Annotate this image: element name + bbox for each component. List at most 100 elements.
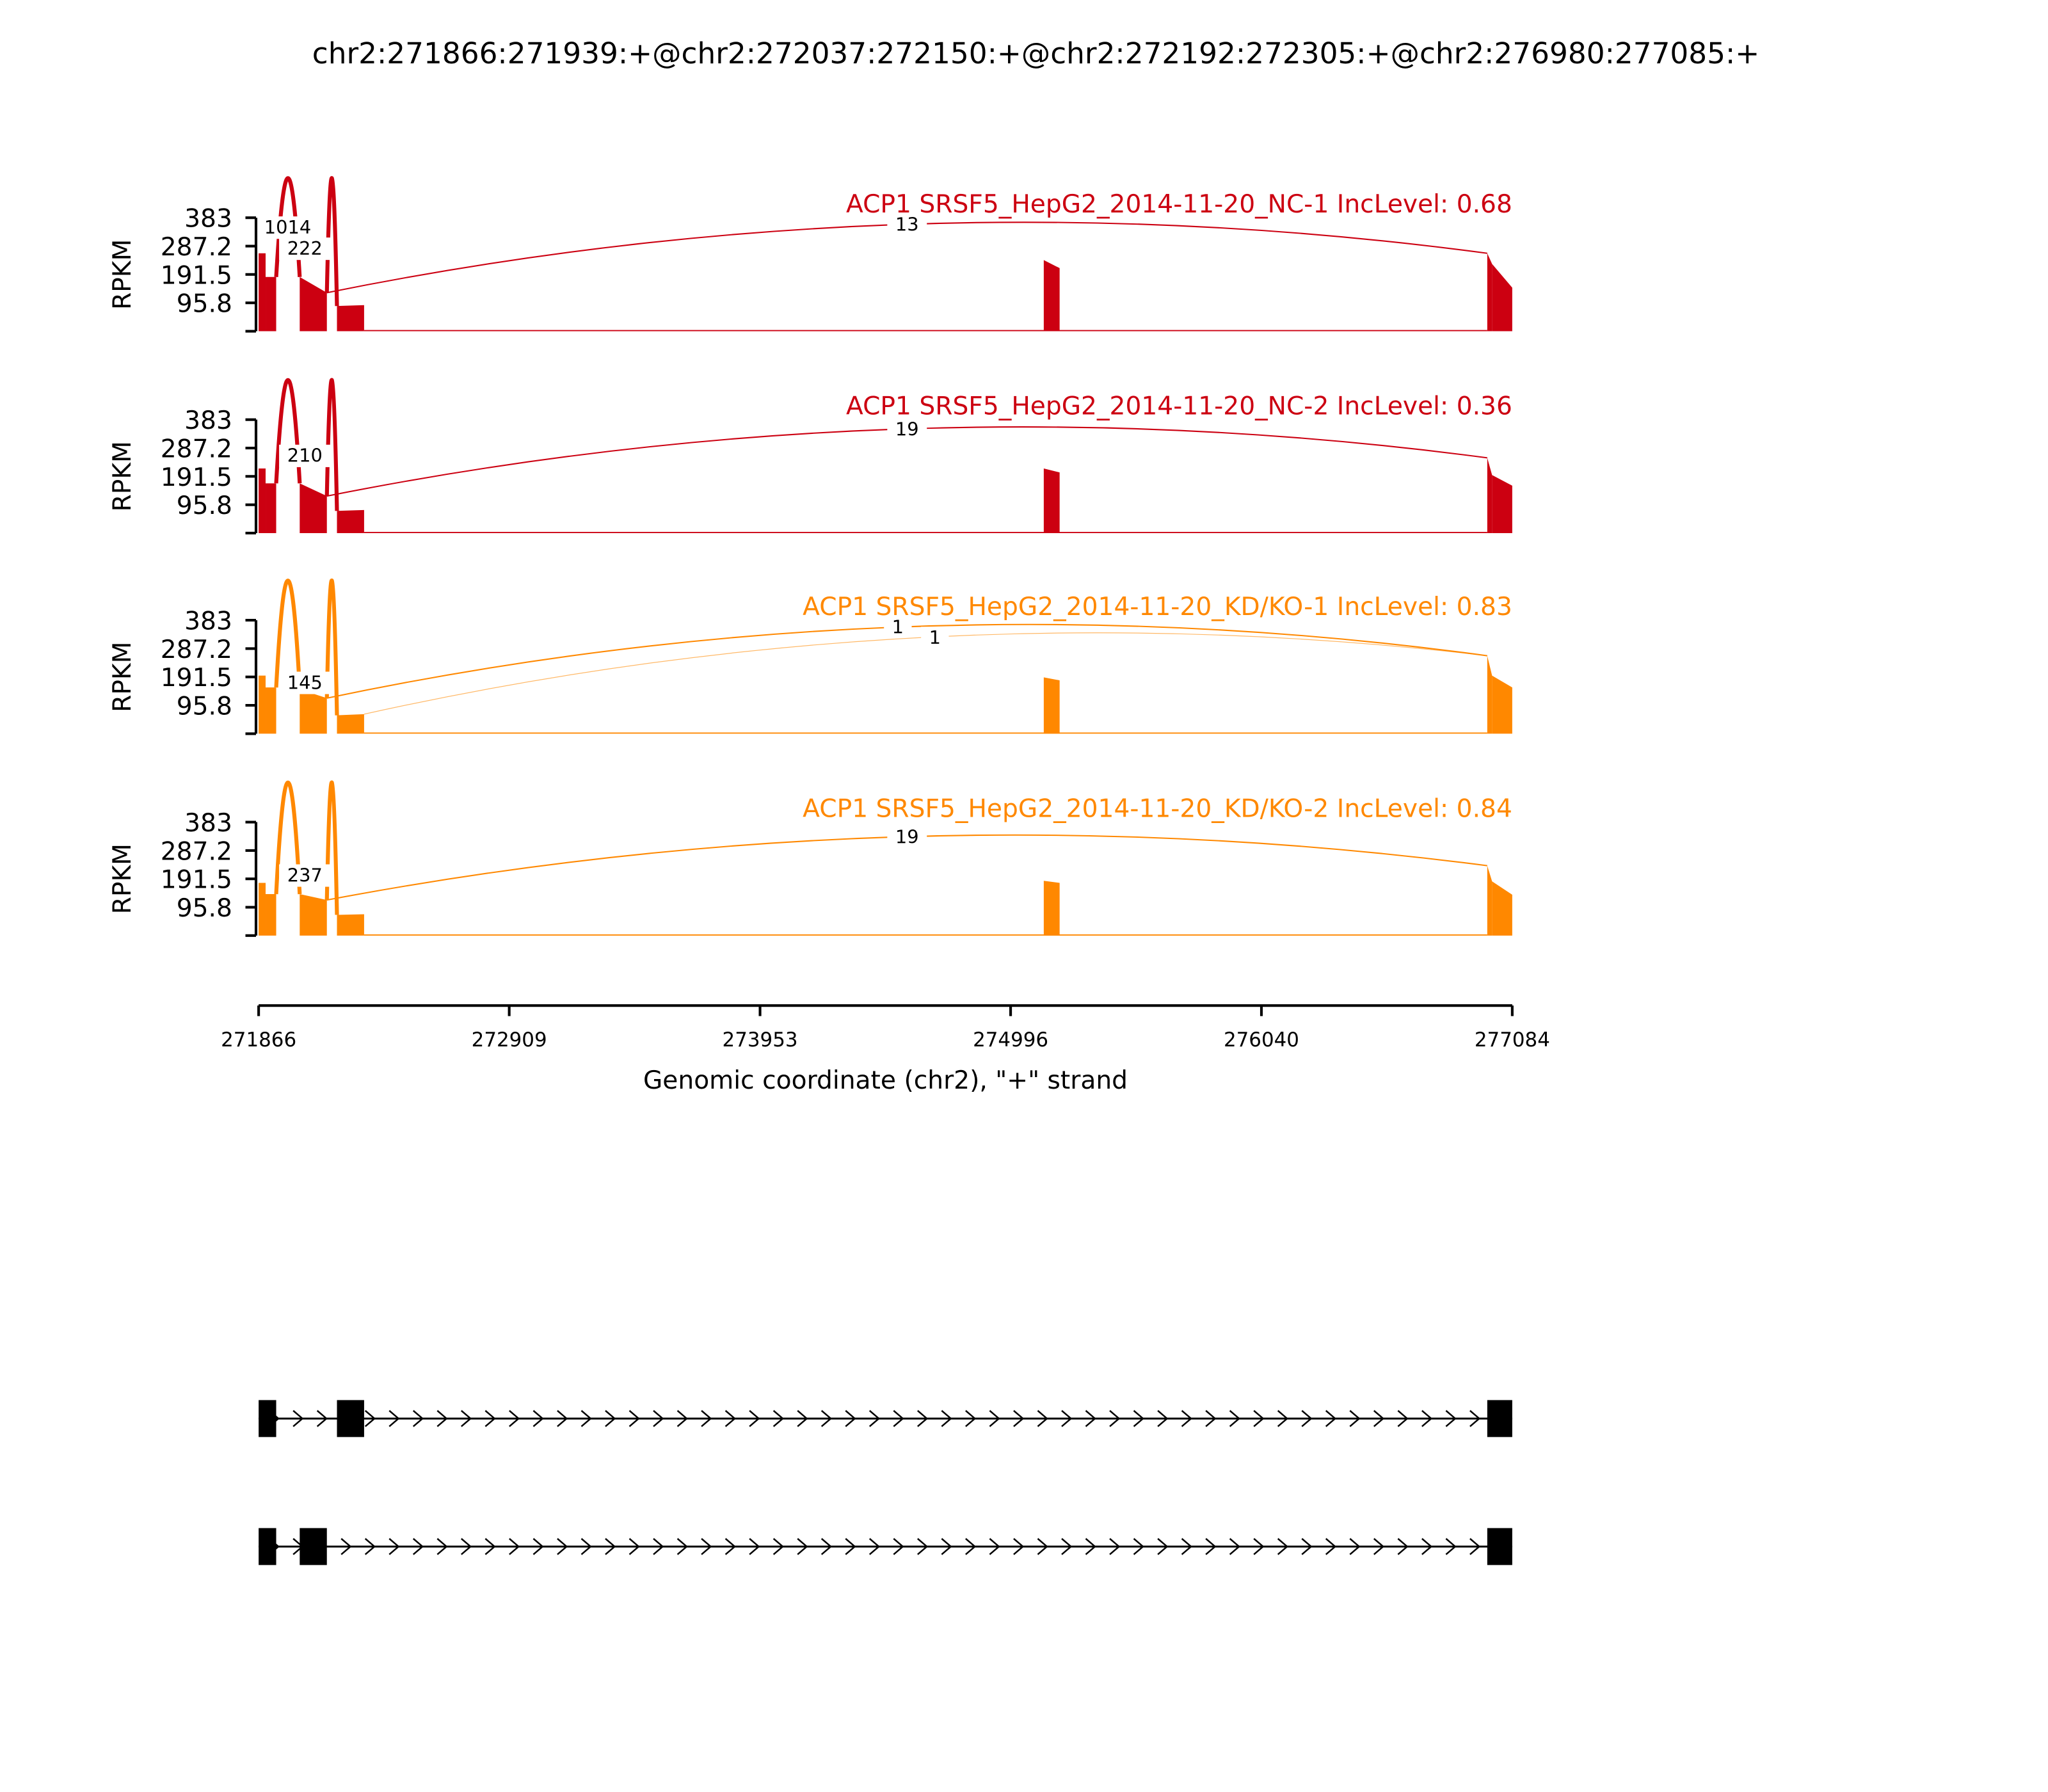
- coverage-bar: [337, 714, 364, 734]
- strand-chevron-icon: [1157, 1410, 1169, 1427]
- coverage-bar: [266, 894, 276, 936]
- strand-chevron-icon: [989, 1410, 1000, 1427]
- strand-chevron-icon: [1157, 1538, 1169, 1555]
- strand-chevron-icon: [653, 1410, 664, 1427]
- strand-chevron-icon: [820, 1410, 833, 1427]
- strand-chevron-icon: [1229, 1538, 1240, 1555]
- junction-arc: [324, 780, 339, 915]
- strand-chevron-icon: [316, 1410, 328, 1427]
- coverage-bar: [266, 687, 276, 734]
- strand-chevron-icon: [292, 1410, 304, 1427]
- junction-label-box: [256, 216, 319, 239]
- coverage-bar: [364, 330, 1487, 332]
- strand-chevron-icon: [509, 1410, 520, 1427]
- strand-chevron-icon: [701, 1538, 712, 1555]
- strand-chevron-icon: [557, 1410, 568, 1427]
- strand-chevron-icon: [340, 1538, 352, 1555]
- strand-chevron-icon: [1397, 1538, 1409, 1555]
- coverage-bar: [259, 468, 266, 533]
- strand-chevron-icon: [1085, 1410, 1096, 1427]
- y-tick-label: 287.2: [161, 636, 232, 664]
- y-axis-label: RPKM: [108, 441, 137, 511]
- transcript-model-1: [259, 1400, 1512, 1437]
- track-title: ACP1 SRSF5_HepG2_2014-11-20_KD/KO-1 IncL…: [803, 593, 1512, 621]
- coverage-bar: [364, 532, 1487, 533]
- strand-chevron-icon: [412, 1538, 424, 1555]
- coverage-bar: [300, 276, 327, 332]
- transcript-model-2: [259, 1528, 1512, 1565]
- y-tick-label: 191.5: [161, 866, 232, 895]
- y-tick-label: 287.2: [161, 435, 232, 463]
- strand-chevron-icon: [1373, 1410, 1385, 1427]
- strand-chevron-icon: [1133, 1410, 1144, 1427]
- strand-chevron-icon: [917, 1538, 929, 1555]
- junction-label-box: [279, 671, 331, 694]
- junction-label-box: [279, 444, 331, 467]
- junction-count-label: 1: [892, 616, 904, 638]
- coverage-bar: [1487, 253, 1492, 332]
- junction-label-box: [887, 213, 927, 236]
- coverage-bar: [1492, 675, 1512, 734]
- strand-chevron-icon: [868, 1410, 881, 1427]
- junction-label-box: [887, 826, 927, 849]
- strand-chevron-icon: [772, 1538, 784, 1555]
- y-axis-label: RPKM: [108, 642, 137, 712]
- strand-chevron-icon: [749, 1410, 760, 1427]
- coverage-bar: [259, 883, 266, 936]
- strand-chevron-icon: [1013, 1410, 1025, 1427]
- exon-block: [1487, 1528, 1512, 1565]
- strand-chevron-icon: [1013, 1538, 1025, 1555]
- exon-block: [259, 1400, 276, 1437]
- junction-count-label: 237: [287, 864, 323, 886]
- strand-chevron-icon: [388, 1410, 400, 1427]
- junction-count-label: 222: [287, 237, 323, 259]
- strand-chevron-icon: [532, 1410, 544, 1427]
- exon-block: [300, 1528, 327, 1565]
- strand-chevron-icon: [1037, 1538, 1048, 1555]
- strand-chevron-icon: [1037, 1410, 1048, 1427]
- exon-block: [337, 1400, 364, 1437]
- strand-chevron-icon: [1181, 1410, 1192, 1427]
- strand-chevron-icon: [1445, 1410, 1457, 1427]
- strand-chevron-icon: [557, 1538, 568, 1555]
- strand-chevron-icon: [1277, 1538, 1289, 1555]
- junction-count-label: 145: [287, 671, 323, 693]
- x-axis-label: Genomic coordinate (chr2), "+" strand: [643, 1066, 1128, 1095]
- strand-chevron-icon: [412, 1410, 424, 1427]
- junction-arc: [274, 378, 302, 484]
- strand-chevron-icon: [364, 1538, 376, 1555]
- strand-chevron-icon: [797, 1410, 808, 1427]
- strand-chevron-icon: [1277, 1410, 1289, 1427]
- strand-chevron-icon: [724, 1410, 736, 1427]
- strand-chevron-icon: [436, 1538, 448, 1555]
- strand-chevron-icon: [509, 1538, 520, 1555]
- y-axis-label: RPKM: [108, 844, 137, 914]
- y-tick-label: 383: [184, 406, 232, 435]
- coverage-bar: [1487, 458, 1492, 533]
- strand-chevron-icon: [1469, 1410, 1481, 1427]
- strand-chevron-icon: [1349, 1538, 1361, 1555]
- coverage-bar: [337, 509, 364, 533]
- coverage-bar: [1492, 881, 1512, 936]
- strand-chevron-icon: [1229, 1410, 1240, 1427]
- y-tick-label: 95.8: [177, 290, 232, 319]
- strand-chevron-icon: [1133, 1538, 1144, 1555]
- strand-chevron-icon: [484, 1538, 496, 1555]
- coverage-bar: [1043, 881, 1060, 936]
- strand-chevron-icon: [1301, 1410, 1313, 1427]
- strand-chevron-icon: [628, 1410, 640, 1427]
- x-tick-label: 271866: [221, 1028, 296, 1052]
- y-tick-label: 383: [184, 809, 232, 838]
- strand-chevron-icon: [628, 1538, 640, 1555]
- x-tick-label: 274996: [973, 1028, 1048, 1052]
- strand-chevron-icon: [1253, 1410, 1265, 1427]
- strand-chevron-icon: [1205, 1538, 1217, 1555]
- x-tick-label: 272909: [472, 1028, 547, 1052]
- strand-chevron-icon: [965, 1410, 977, 1427]
- y-tick-label: 191.5: [161, 664, 232, 692]
- strand-chevron-icon: [1325, 1410, 1337, 1427]
- junction-count-label: 210: [287, 445, 323, 467]
- y-axis-label: RPKM: [108, 239, 137, 310]
